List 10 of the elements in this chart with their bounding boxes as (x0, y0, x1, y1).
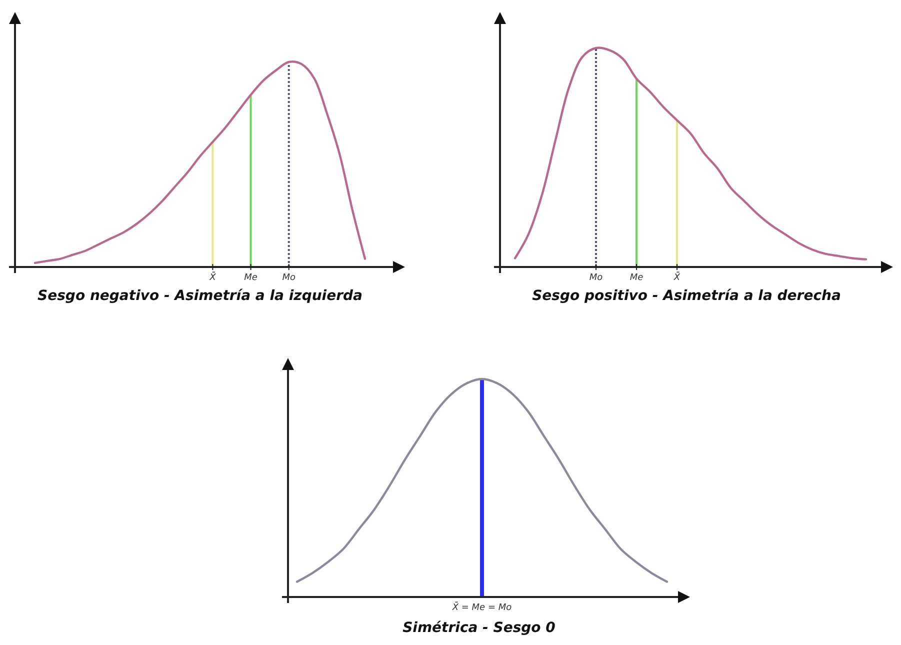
x-axis-title: Sesgo positivo - Asimetría a la derecha (532, 288, 841, 304)
x-tick-label: X̄ (208, 271, 217, 283)
x-tick-label: Mo (282, 273, 296, 283)
x-tick-label: Mo (589, 273, 604, 283)
x-tick-label: X̄ (672, 271, 681, 283)
text: X̄ = Me = Mo (452, 603, 512, 613)
x-axis-title: Simétrica - Sesgo 0 (402, 620, 556, 636)
x-tick-label: Me (630, 273, 644, 283)
x-tick-label: Me (244, 273, 258, 283)
x-axis-title: Sesgo negativo - Asimetría a la izquierda (38, 288, 362, 304)
